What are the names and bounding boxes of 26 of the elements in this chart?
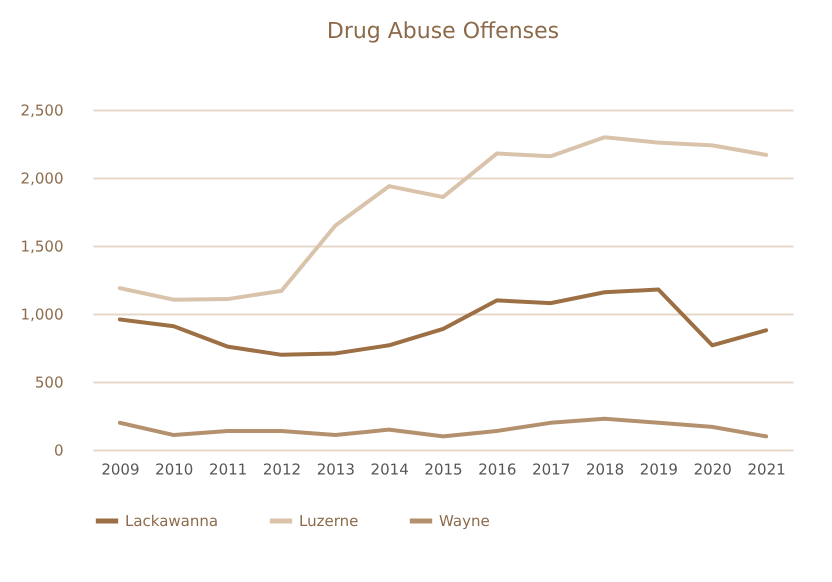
x-tick-label: 2012 — [262, 460, 302, 478]
line-series — [118, 288, 768, 357]
x-tick-label: 2018 — [586, 460, 624, 478]
y-tick-label: 1,500 — [20, 238, 64, 256]
legend-label: Luzerne — [299, 512, 358, 530]
x-tick-label: 2014 — [370, 460, 409, 478]
x-tick-label: 2011 — [209, 460, 248, 478]
x-tick-label: 2015 — [424, 460, 463, 478]
y-tick-label: 500 — [34, 374, 64, 392]
y-tick-label: 2,500 — [20, 102, 64, 120]
x-tick-label: 2010 — [155, 460, 194, 478]
x-tick-label: 2009 — [101, 460, 140, 478]
line-series — [118, 416, 768, 438]
x-tick-label: 2017 — [532, 460, 570, 478]
line-series — [118, 135, 768, 302]
y-tick-label: 0 — [54, 442, 64, 460]
y-tick-label: 2,000 — [20, 170, 64, 188]
legend-label: Lackawanna — [125, 512, 218, 530]
chart-title: Drug Abuse Offenses — [326, 19, 560, 44]
x-tick-label: 2020 — [694, 460, 732, 478]
x-tick-label: 2016 — [478, 460, 516, 478]
x-tick-label: 2019 — [640, 460, 678, 478]
y-tick-label: 1,000 — [20, 306, 64, 324]
x-tick-label: 2021 — [747, 460, 786, 478]
legend-label: Wayne — [439, 512, 490, 530]
x-tick-label: 2013 — [316, 460, 355, 478]
